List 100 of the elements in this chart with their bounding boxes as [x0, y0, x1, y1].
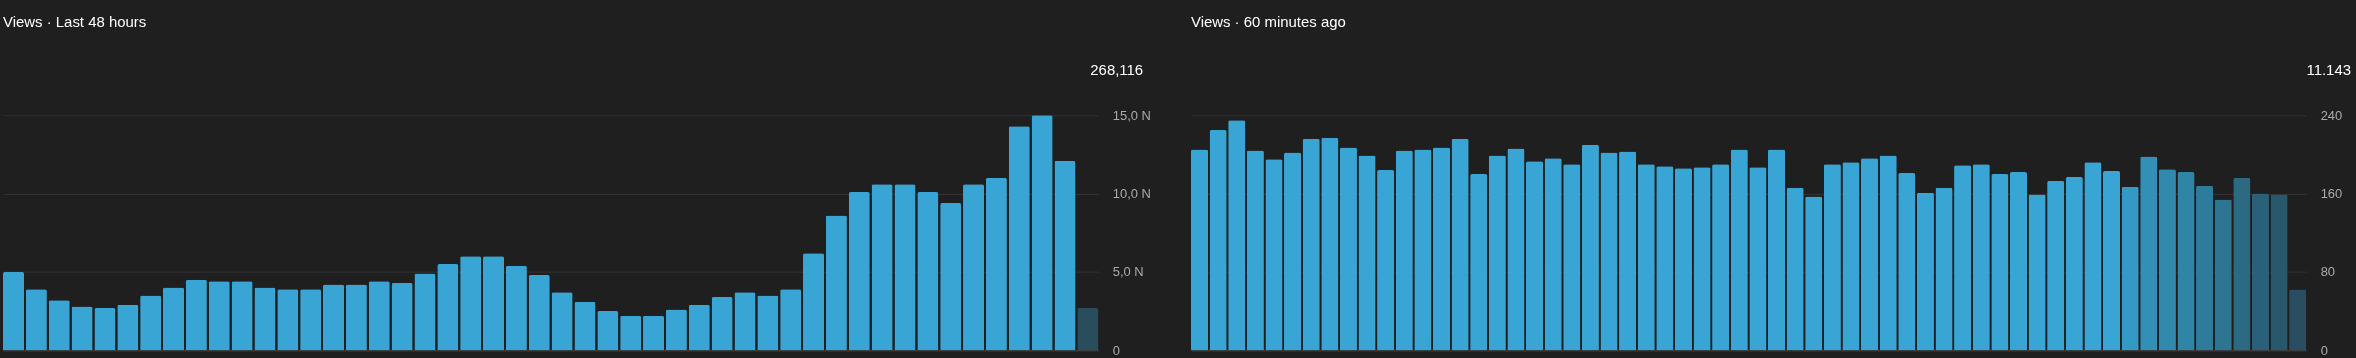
- bar: [254, 287, 276, 351]
- bar: [1190, 149, 1209, 351]
- bar: [1246, 150, 1264, 351]
- bar: [1031, 115, 1053, 351]
- bar: [1265, 159, 1283, 351]
- bar: [528, 275, 550, 351]
- bar: [2121, 186, 2139, 351]
- text: 11.143: [2306, 61, 2352, 79]
- bar: [505, 265, 527, 351]
- bar: [1470, 174, 1488, 351]
- bar: [1507, 148, 1525, 351]
- bar: [460, 256, 482, 351]
- bar: [1767, 149, 1786, 351]
- bar: [48, 300, 70, 351]
- bar: [1077, 307, 1099, 351]
- bar: [803, 253, 825, 351]
- y-tick-label: 0: [2320, 342, 2328, 358]
- y-tick-label: 10,0 N: [1112, 186, 1151, 202]
- bar: [25, 289, 47, 351]
- bar: [323, 284, 345, 351]
- bar: [711, 297, 733, 351]
- bar: [94, 307, 116, 351]
- bar: [1600, 152, 1618, 351]
- bar: [162, 287, 185, 351]
- bar: [825, 215, 847, 351]
- bar: [917, 192, 939, 351]
- bar: [437, 264, 459, 351]
- bar: [1954, 165, 1972, 351]
- bar: [1377, 170, 1395, 351]
- bar: [1619, 151, 1637, 351]
- bar: [1358, 155, 1376, 351]
- y-tick-label: 15,0 N: [1112, 107, 1151, 123]
- bar: [1563, 164, 1581, 351]
- bar: [1339, 147, 1357, 351]
- bar: [2047, 180, 2065, 351]
- bar: [1432, 147, 1451, 351]
- bar: [1935, 187, 1953, 351]
- text: 268,116: [1090, 61, 1144, 79]
- bar: [2065, 176, 2083, 351]
- bar: [1054, 160, 1076, 351]
- bar: [2140, 156, 2158, 351]
- bar: [643, 315, 665, 351]
- bar: [2289, 289, 2307, 351]
- bar: [368, 281, 390, 351]
- bar: [940, 203, 962, 351]
- bar: [2251, 193, 2269, 351]
- bar: [185, 279, 207, 351]
- bar: [1544, 158, 1562, 351]
- y-tick-label: 160: [2320, 186, 2343, 202]
- bar: [848, 192, 870, 351]
- bar: [2177, 172, 2195, 351]
- bar: [1916, 192, 1934, 351]
- chart-title: Views · Last 48 hours: [2, 12, 147, 30]
- bar: [985, 177, 1007, 351]
- bar: [894, 184, 916, 351]
- bar: [2270, 194, 2288, 351]
- bar: [1395, 150, 1413, 351]
- bar: [1786, 187, 1804, 351]
- bar: [551, 292, 573, 351]
- bar: [1712, 164, 1730, 351]
- bar: [1228, 120, 1246, 351]
- bar: [1209, 129, 1227, 351]
- bar: [1284, 152, 1302, 351]
- bar: [345, 284, 367, 351]
- bar: [208, 281, 230, 351]
- bar: [963, 184, 985, 351]
- bar: [574, 301, 596, 351]
- bar: [1321, 137, 1339, 351]
- bar: [1823, 164, 1841, 351]
- bar: [2009, 172, 2028, 351]
- bar: [483, 256, 505, 351]
- bar: [1674, 168, 1692, 351]
- bar: [1693, 167, 1711, 351]
- bar: [780, 289, 802, 351]
- bar: [2, 271, 25, 351]
- bar: [1451, 138, 1469, 351]
- bar: [734, 292, 756, 351]
- bar: [1861, 158, 1879, 351]
- bar: [1991, 174, 2009, 351]
- bar: [71, 306, 93, 351]
- bar: [1414, 149, 1432, 351]
- bar: [665, 309, 687, 351]
- bar: [871, 184, 893, 351]
- bar: [1302, 138, 1320, 351]
- bar: [1842, 162, 1860, 351]
- bar: [2214, 199, 2232, 351]
- bar: [414, 273, 436, 351]
- y-tick-label: 5,0 N: [1112, 264, 1144, 280]
- bar: [1525, 161, 1544, 351]
- bar: [2102, 171, 2121, 351]
- bar: [391, 282, 413, 351]
- bar: [140, 295, 162, 351]
- y-tick-label: 0: [1112, 342, 1120, 358]
- bar: [1805, 196, 1823, 351]
- bar: [1972, 164, 1990, 351]
- bar: [1488, 155, 1506, 351]
- bar: [1730, 149, 1748, 351]
- bar: [1656, 166, 1674, 351]
- bar: [231, 281, 253, 351]
- bar: [117, 304, 139, 351]
